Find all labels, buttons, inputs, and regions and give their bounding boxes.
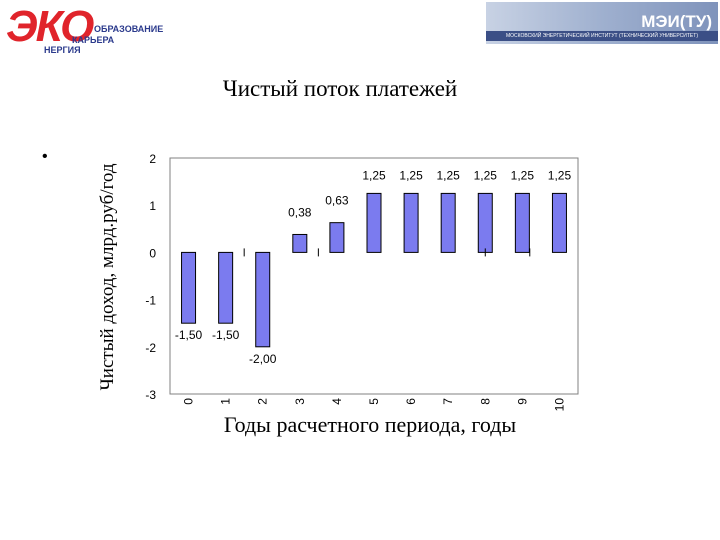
x-tick-label: 0 [182,398,196,405]
plot-area-frame [169,157,579,395]
data-label: -1,50 [175,328,203,342]
x-tick-label: 4 [330,398,344,405]
x-tick-label: 8 [478,398,492,405]
x-tick-label: 10 [552,398,566,412]
x-tick-label: 6 [404,398,418,405]
bar-year-3 [292,233,308,253]
y-tick-label: -2 [145,341,156,355]
bar-year-2 [255,251,271,348]
mei-banner-subtitle: МОСКОВСКИЙ ЭНЕРГЕТИЧЕСКИЙ ИНСТИТУТ (ТЕХН… [486,31,718,41]
bar-year-5 [366,192,382,253]
x-tick-label: 9 [515,398,529,405]
bar-year-8 [477,192,493,253]
bullet-mark: • [42,148,48,165]
data-label: 1,25 [474,168,498,182]
y-tick-label: -1 [145,294,156,308]
y-tick-label: 2 [149,152,156,166]
x-tick-label: 3 [293,398,307,405]
chart-title: Чистый поток платежей [222,76,458,101]
y-tick-label: -3 [145,388,156,402]
bar-year-0 [181,251,197,324]
data-label: 0,38 [288,205,312,219]
y-tick-label: 1 [149,199,156,213]
bar-year-4 [329,222,345,253]
eko-logo-mark: ЭКО [6,2,94,51]
x-tick-label: 2 [256,398,270,405]
eko-logo-energy: НЕРГИЯ [44,45,81,55]
x-axis-label: Годы расчетного периода, годы [223,412,517,437]
y-tick-label: 0 [149,246,156,260]
bar-year-1 [218,251,234,324]
data-label: 1,25 [399,168,423,182]
mei-banner-title: МЭИ(ТУ) [641,12,712,31]
data-label: -1,50 [212,328,240,342]
x-tick-label: 7 [441,398,455,405]
data-label: 1,25 [362,168,386,182]
bar-year-10 [551,192,567,253]
data-label: 1,25 [437,168,461,182]
data-label: 1,25 [511,168,535,182]
bar-year-9 [514,192,530,253]
x-tick-label: 1 [219,398,233,405]
bar-year-7 [440,192,456,253]
data-label: -2,00 [249,352,277,366]
eko-logo-education: ОБРАЗОВАНИЕ [94,24,164,34]
data-label: 0,63 [325,194,349,208]
bar-year-6 [403,192,419,253]
data-label: 1,25 [548,168,572,182]
mei-banner: МЭИ(ТУ) МОСКОВСКИЙ ЭНЕРГЕТИЧЕСКИЙ ИНСТИТ… [486,2,718,44]
eko-logo-career: КАРЬЕРА [72,35,115,45]
eko-logo: ЭКО ОБРАЗОВАНИЕ КАРЬЕРА НЕРГИЯ [6,2,176,55]
x-tick-label: 5 [367,398,381,405]
